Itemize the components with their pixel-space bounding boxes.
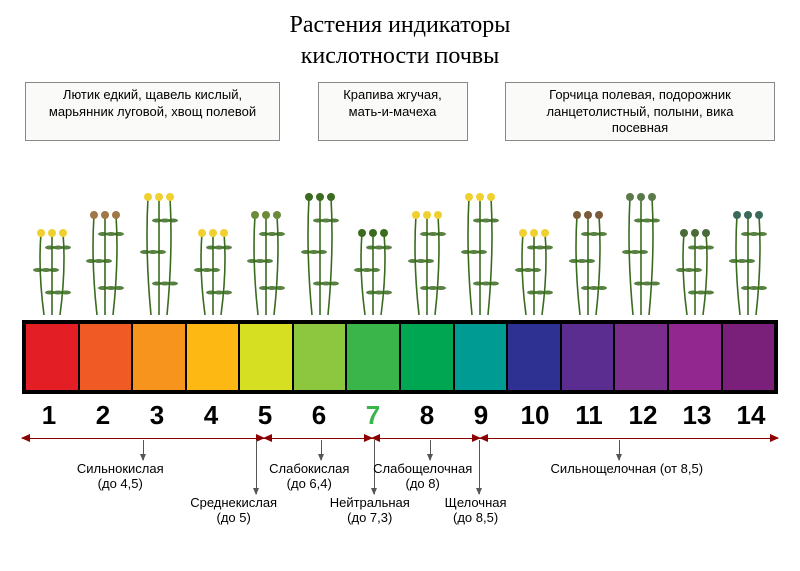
group-acidic: Лютик едкий, щавель кислый,марьянник луг… xyxy=(25,82,280,141)
ph-annotations: Сильнокислая(до 4,5) Среднекислая(до 5) Сл… xyxy=(22,432,778,562)
annotation-arrow xyxy=(256,440,257,494)
plant-12 xyxy=(614,175,668,315)
annotation-arrow xyxy=(619,440,620,460)
range-arrow xyxy=(22,438,264,439)
annotation-label: Сильнокислая(до 4,5) xyxy=(77,462,164,492)
ph-cell xyxy=(294,324,346,390)
group-neutral: Крапива жгучая,мать-и-мачеха xyxy=(318,82,468,141)
ph-cell xyxy=(401,324,453,390)
page-title: Растения индикаторы кислотности почвы xyxy=(0,0,800,72)
plant-groups: Лютик едкий, щавель кислый,марьянник луг… xyxy=(0,72,800,141)
ph-cell xyxy=(669,324,721,390)
ph-cell xyxy=(562,324,614,390)
title-line-1: Растения индикаторы xyxy=(0,10,800,41)
title-line-2: кислотности почвы xyxy=(0,41,800,72)
plant-2 xyxy=(79,175,133,315)
ph-cell xyxy=(80,324,132,390)
annotation-label: Слабокислая(до 6,4) xyxy=(269,462,349,492)
plant-8 xyxy=(400,175,454,315)
plant-3 xyxy=(132,175,186,315)
ph-cell xyxy=(26,324,78,390)
ph-numbers: 1234567891011121314 xyxy=(22,400,778,431)
ph-cell xyxy=(133,324,185,390)
ph-number: 4 xyxy=(184,400,238,431)
annotation-label: Среднекислая(до 5) xyxy=(190,496,277,526)
range-arrow xyxy=(372,438,480,439)
ph-number: 10 xyxy=(508,400,562,431)
group-alkaline: Горчица полевая, подорожникланцетолистны… xyxy=(505,82,775,141)
ph-number: 7 xyxy=(346,400,400,431)
ph-number: 5 xyxy=(238,400,292,431)
plant-9 xyxy=(454,175,508,315)
plant-4 xyxy=(186,175,240,315)
annotation-arrow xyxy=(321,440,322,460)
plant-5 xyxy=(239,175,293,315)
annotation-arrow xyxy=(143,440,144,460)
ph-number: 9 xyxy=(454,400,508,431)
ph-number: 6 xyxy=(292,400,346,431)
ph-number: 12 xyxy=(616,400,670,431)
ph-cell xyxy=(347,324,399,390)
ph-number: 14 xyxy=(724,400,778,431)
ph-cell xyxy=(508,324,560,390)
annotation-arrow xyxy=(430,440,431,460)
ph-number: 3 xyxy=(130,400,184,431)
ph-cell xyxy=(187,324,239,390)
ph-number: 2 xyxy=(76,400,130,431)
range-arrow xyxy=(264,438,372,439)
plant-13 xyxy=(668,175,722,315)
plant-10 xyxy=(507,175,561,315)
annotation-label: Щелочная(до 8,5) xyxy=(445,496,507,526)
ph-scale xyxy=(22,320,778,394)
plant-illustrations xyxy=(25,175,775,315)
ph-number: 1 xyxy=(22,400,76,431)
plant-7 xyxy=(346,175,400,315)
plant-1 xyxy=(25,175,79,315)
range-arrow xyxy=(480,438,778,439)
ph-number: 11 xyxy=(562,400,616,431)
annotation-label: Сильнощелочная (от 8,5) xyxy=(551,462,704,477)
annotation-label: Слабощелочная(до 8) xyxy=(373,462,472,492)
plant-11 xyxy=(561,175,615,315)
ph-cell xyxy=(455,324,507,390)
annotation-label: Нейтральная(до 7,3) xyxy=(330,496,410,526)
plant-6 xyxy=(293,175,347,315)
ph-number: 8 xyxy=(400,400,454,431)
annotation-arrow xyxy=(479,440,480,494)
ph-cell xyxy=(615,324,667,390)
plant-14 xyxy=(722,175,776,315)
ph-cell xyxy=(240,324,292,390)
ph-number: 13 xyxy=(670,400,724,431)
ph-cell xyxy=(723,324,775,390)
